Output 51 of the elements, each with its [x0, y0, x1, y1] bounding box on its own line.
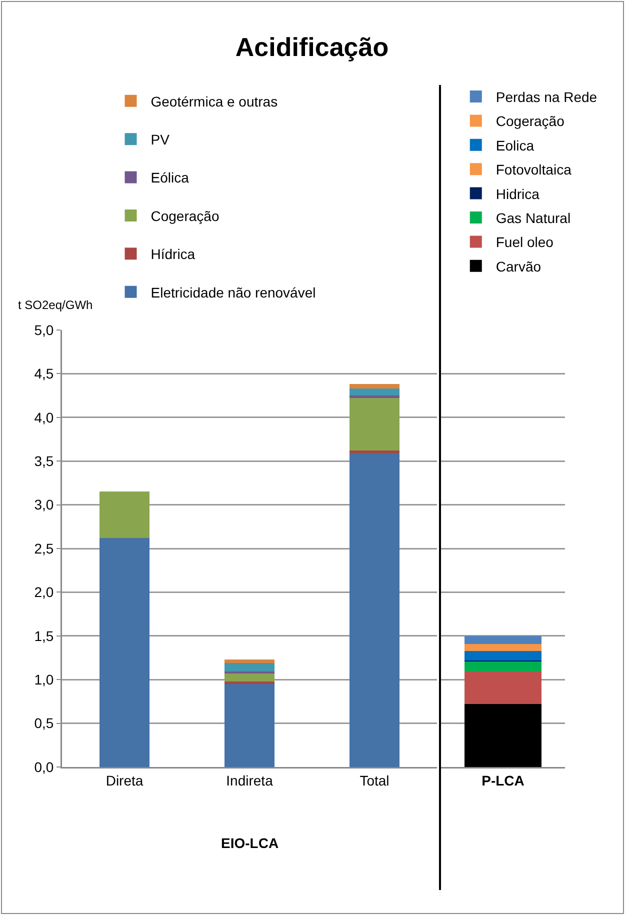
legend-label: Cogeração: [496, 113, 565, 130]
bar: [224, 662, 274, 672]
y-tick-label: 0,5: [34, 715, 54, 732]
x-tick-label: P-LCA: [482, 772, 524, 788]
y-tick-label: 3,5: [34, 453, 54, 469]
chart-title: Acidificação: [235, 32, 389, 62]
bar: [464, 636, 542, 644]
bar: [224, 684, 274, 767]
y-tick-label: 3,0: [34, 496, 54, 513]
legend-label: Carvão: [496, 258, 542, 274]
legend-label: Eolica: [496, 137, 534, 154]
bar: [464, 644, 542, 651]
bar: [100, 538, 150, 767]
bar: [464, 661, 542, 672]
legend-label: Hidrica: [496, 186, 540, 202]
bar: [350, 453, 400, 767]
y-tick-label: 2,0: [34, 584, 54, 600]
legend-label: Geotérmica e outras: [150, 93, 278, 110]
bar: [350, 384, 400, 389]
y-tick-label: 2,5: [34, 540, 54, 556]
y-axis-title: t SO2eq/GWh: [18, 298, 93, 312]
bar: [224, 660, 274, 663]
legend-label: Fuel oleo: [496, 234, 554, 250]
y-tick-label: 5,0: [34, 322, 54, 338]
legend-label: Cogeração: [150, 208, 220, 224]
bar: [100, 492, 150, 538]
legend-label: Perdas na Rede: [496, 88, 598, 105]
bar: [350, 396, 400, 398]
bar: [350, 450, 400, 454]
bar: [224, 681, 274, 684]
y-tick-label: 4,0: [34, 409, 54, 426]
legend-label: Eletricidade não renovável: [150, 284, 316, 300]
y-tick-label: 4,5: [34, 366, 54, 382]
bar: [464, 672, 542, 704]
legend-label: PV: [150, 132, 170, 148]
bar: [224, 673, 274, 682]
bar: [350, 398, 400, 451]
x-tick-label: Direta: [106, 772, 144, 788]
y-tick-label: 0,0: [34, 758, 54, 775]
bar: [464, 650, 542, 660]
legend-label: Gas Natural: [496, 210, 571, 226]
y-tick-label: 1,0: [34, 672, 54, 688]
bar: [464, 704, 542, 767]
x-tick-label: Total: [360, 772, 390, 788]
legend-label: Hídrica: [150, 246, 196, 262]
bar: [350, 388, 400, 396]
x-tick-label: Indireta: [226, 772, 274, 788]
legend-label: Fotovoltaica: [496, 162, 572, 178]
y-tick-label: 1,5: [34, 628, 54, 644]
text: EIO-LCA: [221, 835, 279, 851]
legend-label: Eólica: [150, 170, 190, 186]
